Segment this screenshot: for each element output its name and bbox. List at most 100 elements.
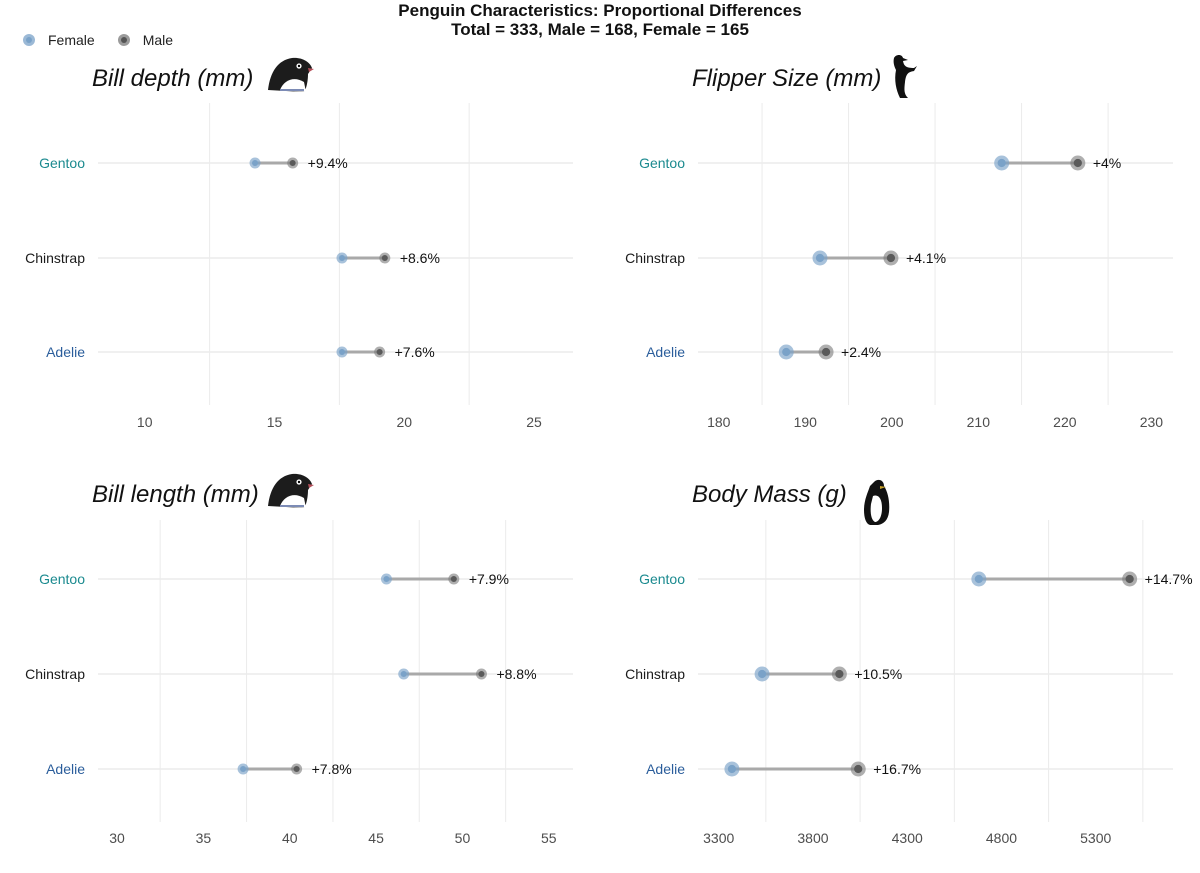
panel-bill-length-mm: Bill length (mm) 30 35 40 45 50 55 Gentoo +7.9% C… <box>25 473 573 846</box>
male-point <box>1073 158 1082 168</box>
chart-title-line1: Penguin Characteristics: Proportional Di… <box>398 1 802 20</box>
x-tick-label: 50 <box>455 830 471 846</box>
x-tick-label: 20 <box>396 414 412 430</box>
male-point <box>293 765 300 773</box>
female-point <box>400 670 407 678</box>
difference-label: +7.9% <box>469 571 509 587</box>
panel-title: Bill length (mm) <box>92 481 259 508</box>
category-label-adelie: Adelie <box>646 761 685 777</box>
category-label-gentoo: Gentoo <box>39 155 85 171</box>
x-tick-label: 45 <box>368 830 384 846</box>
penguin-silhouette-icon <box>893 55 917 98</box>
x-tick-label: 55 <box>541 830 557 846</box>
male-point <box>450 575 457 583</box>
panel-title: Bill depth (mm) <box>92 65 253 92</box>
legend-item-male: Male <box>117 32 173 48</box>
x-tick-label: 210 <box>967 414 991 430</box>
white-chest <box>280 495 306 508</box>
beak <box>880 486 886 489</box>
female-point <box>252 159 259 167</box>
white-chest <box>280 79 306 92</box>
panel-title: Body Mass (g) <box>692 481 847 508</box>
female-point <box>383 575 390 583</box>
x-tick-label: 10 <box>137 414 153 430</box>
x-tick-label: 35 <box>196 830 212 846</box>
x-tick-label: 30 <box>109 830 125 846</box>
panel-title: Flipper Size (mm) <box>692 65 881 92</box>
category-label-gentoo: Gentoo <box>639 571 685 587</box>
category-label-chinstrap: Chinstrap <box>25 666 85 682</box>
male-point <box>821 347 831 357</box>
x-tick-label: 3300 <box>703 830 734 846</box>
category-label-adelie: Adelie <box>46 344 85 360</box>
panel-bill-depth-mm: Bill depth (mm) 10 15 20 25 Gentoo +9.4% Chinst… <box>25 57 573 430</box>
male-point <box>835 669 844 679</box>
difference-label: +10.5% <box>854 666 902 682</box>
difference-label: +16.7% <box>873 761 921 777</box>
male-point <box>886 253 896 263</box>
difference-label: +8.6% <box>400 250 440 266</box>
category-label-adelie: Adelie <box>646 344 685 360</box>
belly <box>870 495 882 522</box>
female-point <box>782 347 791 357</box>
chart-title: Penguin Characteristics: Proportional Di… <box>0 1 1200 39</box>
beak <box>308 68 314 72</box>
difference-label: +7.8% <box>312 761 352 777</box>
difference-label: +4.1% <box>906 250 946 266</box>
adelie-penguin-head-icon <box>268 57 314 92</box>
panel-flipper-size-mm: Flipper Size (mm) 180 190 200 210 220 230 Gento… <box>625 55 1173 430</box>
x-tick-label: 4300 <box>892 830 923 846</box>
category-label-gentoo: Gentoo <box>639 155 685 171</box>
female-point <box>815 253 825 263</box>
legend-male-marker <box>117 34 130 46</box>
x-tick-label: 5300 <box>1080 830 1111 846</box>
x-tick-label: 3800 <box>797 830 828 846</box>
x-tick-label: 180 <box>707 414 731 430</box>
difference-label: +2.4% <box>841 344 881 360</box>
female-point <box>727 764 737 774</box>
female-point <box>974 574 983 584</box>
x-tick-label: 220 <box>1053 414 1077 430</box>
legend-item-female: Female <box>22 32 95 48</box>
category-label-chinstrap: Chinstrap <box>625 250 685 266</box>
eye <box>297 480 301 484</box>
eye <box>297 64 301 68</box>
category-label-chinstrap: Chinstrap <box>625 666 685 682</box>
female-point <box>240 765 247 773</box>
chart-title-line2: Total = 333, Male = 168, Female = 165 <box>451 20 749 39</box>
male-point <box>1125 574 1134 584</box>
difference-label: +7.6% <box>395 344 435 360</box>
female-point <box>997 158 1006 168</box>
x-tick-label: 4800 <box>986 830 1017 846</box>
legend-female-label: Female <box>48 32 95 48</box>
x-tick-label: 25 <box>526 414 542 430</box>
category-label-adelie: Adelie <box>46 761 85 777</box>
female-point <box>757 669 767 679</box>
legend-female-marker <box>23 34 35 46</box>
category-label-chinstrap: Chinstrap <box>25 250 85 266</box>
male-point <box>381 254 388 262</box>
emperor-penguin-icon <box>864 479 890 525</box>
x-tick-label: 230 <box>1140 414 1164 430</box>
silhouette <box>893 55 917 98</box>
legend: Female Male <box>22 32 195 48</box>
female-point <box>338 254 346 262</box>
x-tick-label: 200 <box>880 414 904 430</box>
male-point <box>376 348 383 356</box>
beak <box>308 484 314 488</box>
difference-label: +14.7% <box>1145 571 1193 587</box>
female-point <box>338 348 346 356</box>
difference-label: +9.4% <box>308 155 348 171</box>
adelie-penguin-head-icon <box>268 473 314 508</box>
category-label-gentoo: Gentoo <box>39 571 85 587</box>
panel-body-mass-g: Body Mass (g) 3300 3800 4300 4800 5300 Gentoo +… <box>625 479 1193 846</box>
x-tick-label: 40 <box>282 830 298 846</box>
male-point <box>478 670 485 678</box>
male-point <box>854 764 863 774</box>
difference-label: +4% <box>1093 155 1121 171</box>
legend-male-label: Male <box>142 32 174 48</box>
x-tick-label: 15 <box>267 414 283 430</box>
male-point <box>289 159 296 167</box>
difference-label: +8.8% <box>496 666 536 682</box>
